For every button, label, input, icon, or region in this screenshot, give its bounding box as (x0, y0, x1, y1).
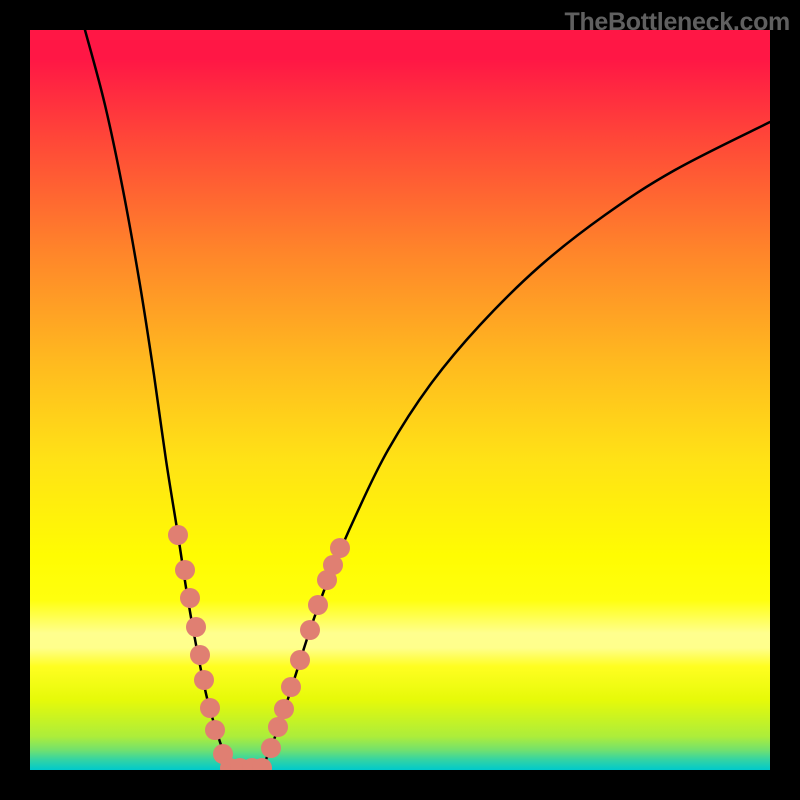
data-marker (300, 620, 320, 640)
data-marker (261, 738, 281, 758)
data-marker (190, 645, 210, 665)
data-marker (330, 538, 350, 558)
data-marker (205, 720, 225, 740)
data-marker (290, 650, 310, 670)
data-marker (274, 699, 294, 719)
data-marker (168, 525, 188, 545)
data-marker (281, 677, 301, 697)
plot-area (30, 30, 770, 778)
gradient-background (30, 30, 770, 770)
data-marker (194, 670, 214, 690)
data-marker (268, 717, 288, 737)
data-marker (186, 617, 206, 637)
chart-container: TheBottleneck.com (0, 0, 800, 800)
data-marker (175, 560, 195, 580)
data-marker (180, 588, 200, 608)
bottleneck-chart-svg (0, 0, 800, 800)
data-marker (200, 698, 220, 718)
data-marker (308, 595, 328, 615)
